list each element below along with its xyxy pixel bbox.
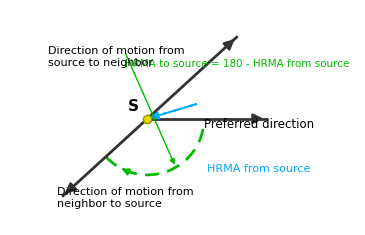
Text: Direction of motion from
source to neighbor: Direction of motion from source to neigh… [49, 46, 185, 68]
Text: HRMA from source: HRMA from source [207, 164, 310, 174]
Text: Preferred direction: Preferred direction [204, 118, 314, 131]
Text: Direction of motion from
neighbor to source: Direction of motion from neighbor to sou… [57, 188, 193, 209]
Text: HRMA to source = 180 - HRMA from source: HRMA to source = 180 - HRMA from source [125, 59, 349, 69]
Text: S: S [128, 99, 139, 114]
